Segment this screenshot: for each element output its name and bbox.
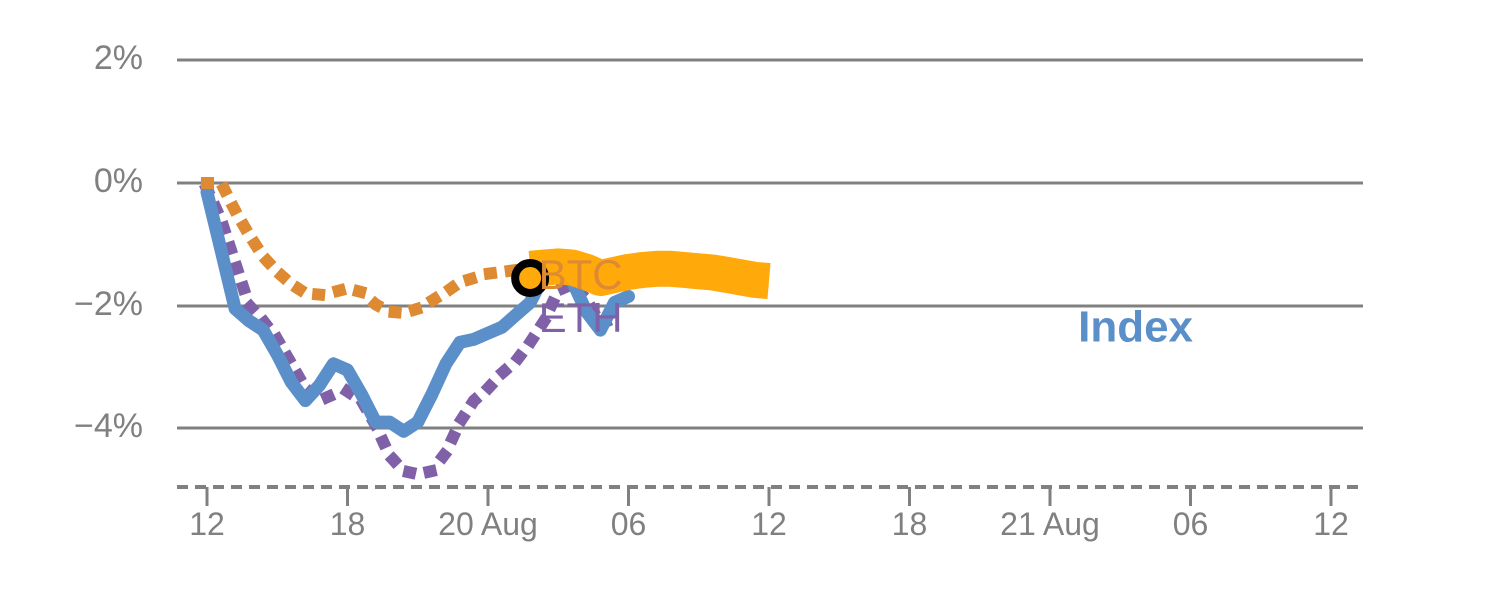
eth-series-label: ETH: [539, 294, 623, 341]
btc-forecast-band: [526, 248, 773, 300]
ytick-label: 2%: [94, 39, 143, 77]
xtick-label: 21 Aug: [1000, 506, 1100, 542]
xtick-label: 06: [1173, 506, 1209, 542]
series-layer: [199, 177, 776, 481]
y-axis-ticks: 2% 0% −2% −4%: [74, 39, 143, 445]
series-line-eth: [199, 181, 623, 481]
marker-ring[interactable]: [511, 259, 550, 298]
xtick-label: 20 Aug: [438, 506, 538, 542]
xtick-label: 18: [892, 506, 928, 542]
btc-projection-band: [526, 248, 773, 300]
xtick-label: 18: [330, 506, 366, 542]
x-axis-tick-labels: 12 18 20 Aug 06 12 18 21 Aug 06 12: [189, 506, 1349, 542]
x-axis: [177, 485, 1363, 506]
xtick-label: 06: [611, 506, 647, 542]
xtick-label: 12: [751, 506, 787, 542]
series-line-btc: [201, 177, 776, 320]
ytick-label: −2%: [74, 285, 143, 323]
x-axis-tick-marks: [205, 487, 1333, 506]
ytick-label: 0%: [94, 162, 143, 200]
index-series-label: Index: [1078, 303, 1193, 352]
xtick-label: 12: [189, 506, 225, 542]
ytick-label: −4%: [74, 407, 143, 445]
current-point-marker[interactable]: [511, 259, 550, 298]
xtick-label: 12: [1313, 506, 1349, 542]
btc-series-label: BTC: [539, 251, 623, 298]
series-annotations: BTC ETH Index: [539, 251, 1194, 352]
